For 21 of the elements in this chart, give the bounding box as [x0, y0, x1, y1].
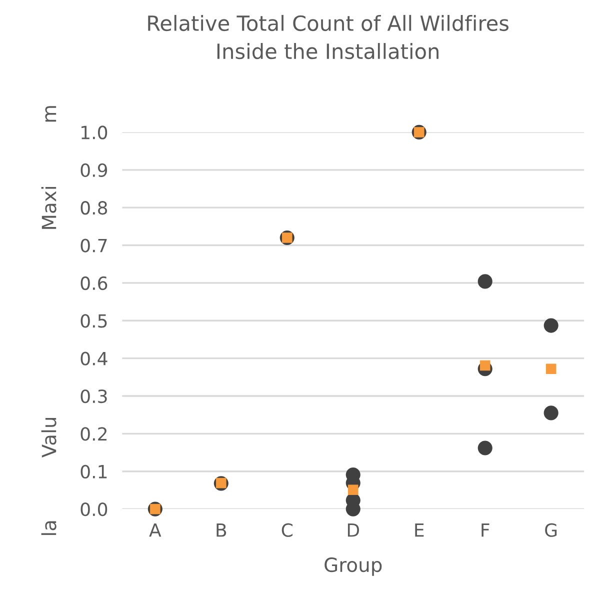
y-tick-label: 0.0 [80, 502, 108, 516]
x-axis-title: Group [324, 557, 382, 576]
y-tick-label: 0.2 [80, 427, 106, 441]
x-tick-label: C [282, 523, 292, 537]
x-tick-label: G [545, 523, 557, 537]
y-tick-label: 0.9 [80, 163, 108, 178]
x-tick-label: D [348, 523, 360, 537]
y-tick-label: 0.7 [80, 238, 107, 252]
y-tick-label: 0.4 [80, 352, 108, 366]
x-tick-label: F [482, 523, 490, 537]
chart-title: Relative Total Count of All Wildfires Inside the Installation [148, 14, 508, 60]
y-tick-label: 0.6 [80, 276, 108, 290]
x-tick-label: A [149, 523, 162, 537]
y-tick-label: 0.1 [80, 464, 107, 478]
y-tick-label: 0.8 [80, 201, 108, 215]
y-tick-label: 0.3 [80, 389, 107, 404]
x-tick-label: B [216, 523, 226, 537]
y-axis-title: la Valu Maxi m [41, 106, 56, 535]
x-tick-label: E [415, 523, 424, 537]
y-tick-label: 1.0 [82, 126, 108, 140]
y-tick-label: 0.5 [80, 314, 107, 328]
